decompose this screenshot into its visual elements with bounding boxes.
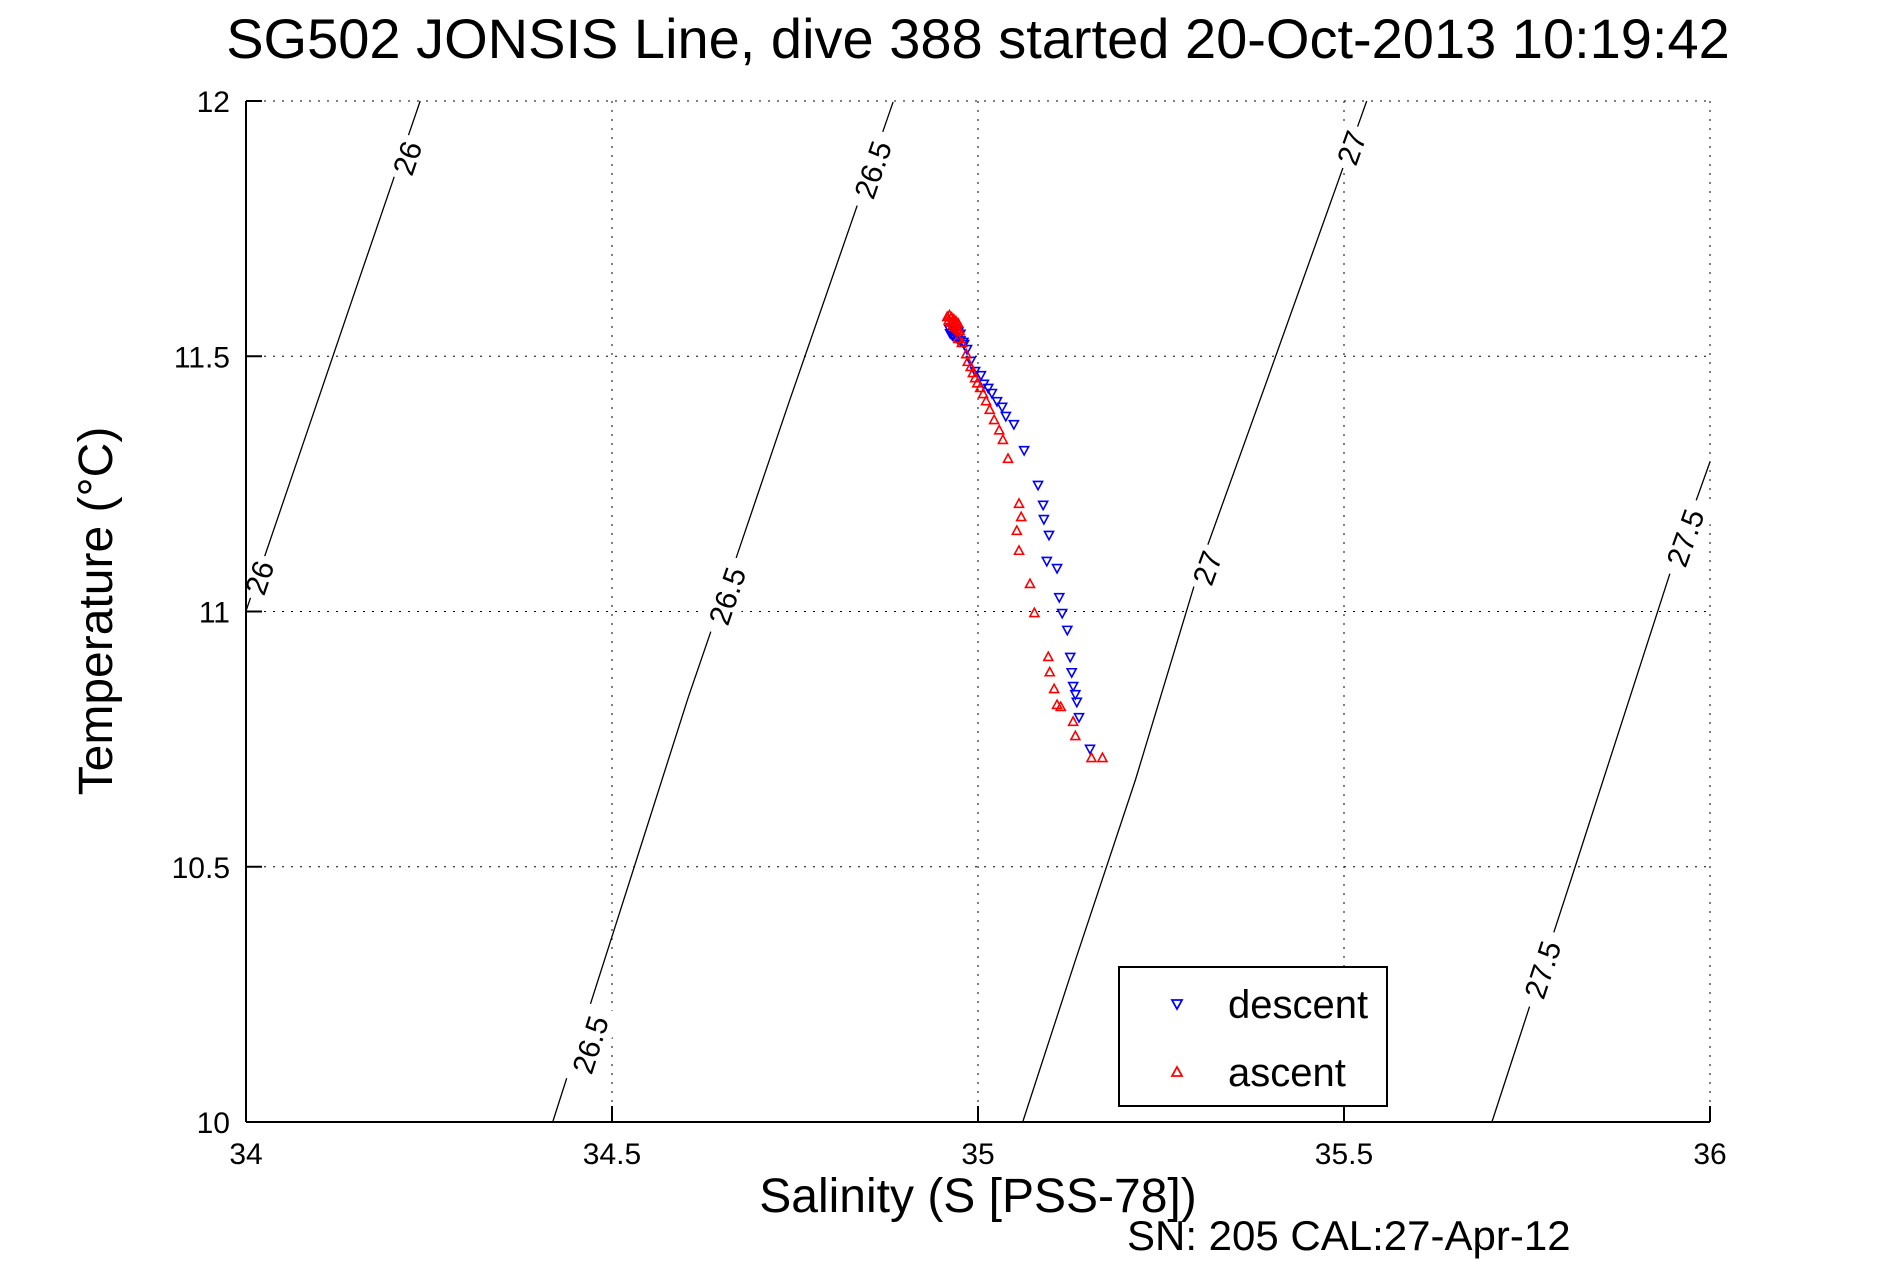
data-point-ascent xyxy=(993,423,1006,435)
data-point-ascent xyxy=(1085,751,1098,763)
y-tick-label: 11.5 xyxy=(174,341,230,374)
data-point-descent xyxy=(1065,667,1078,679)
data-point-ascent xyxy=(974,381,987,393)
data-point-descent xyxy=(1061,625,1074,637)
data-point-ascent xyxy=(1042,650,1055,662)
data-point-descent xyxy=(1008,419,1020,431)
data-point-descent xyxy=(982,383,995,395)
isopycnal-label-mask xyxy=(235,551,285,605)
tick-layer: 34 34.5 35 35.5 36 10 10.5 11 11.5 12 xyxy=(172,86,1727,1171)
data-point-ascent xyxy=(949,320,962,332)
data-point-ascent xyxy=(1054,700,1067,712)
x-tick-label: 34.5 xyxy=(583,1138,641,1171)
data-point-descent xyxy=(996,402,1008,414)
isopycnal-label-mask xyxy=(1655,495,1716,581)
chart-title: SG502 JONSIS Line, dive 388 started 20-O… xyxy=(226,7,1730,70)
data-point-descent xyxy=(1040,556,1053,568)
y-tick-label: 11 xyxy=(199,597,230,630)
data-point-ascent xyxy=(988,413,1000,425)
x-tick-label: 36 xyxy=(1693,1138,1726,1171)
data-point-descent xyxy=(1043,530,1055,542)
x-tick-label: 35.5 xyxy=(1315,1138,1373,1171)
data-point-ascent xyxy=(956,336,968,348)
data-point-ascent xyxy=(947,318,959,330)
data-point-ascent xyxy=(997,433,1009,445)
data-point-descent xyxy=(946,331,959,342)
data-point-descent xyxy=(1056,608,1069,620)
data-point-descent xyxy=(1069,689,1082,701)
sensor-cal-annotation: SN: 205 CAL:27-Apr-12 xyxy=(1127,1212,1571,1259)
data-point-descent xyxy=(991,396,1003,408)
y-axis-label: Temperature (°C) xyxy=(70,427,123,796)
legend-label-descent: descent xyxy=(1228,983,1368,1027)
isopycnal-label-mask xyxy=(1513,927,1573,1013)
legend-marker-ascent-icon xyxy=(1170,1065,1184,1077)
isopycnal-label-mask xyxy=(698,553,758,639)
y-tick-label: 10.5 xyxy=(172,852,230,885)
data-point-ascent xyxy=(1010,524,1023,536)
data-point-descent xyxy=(1073,712,1085,724)
data-point-descent xyxy=(1037,500,1049,512)
data-point-descent xyxy=(1070,697,1083,709)
isopycnal-label-mask xyxy=(1327,121,1377,175)
data-point-ascent xyxy=(1067,715,1080,727)
isopycnal-line-26 xyxy=(245,100,421,612)
data-point-ascent xyxy=(1013,497,1025,509)
grid-layer xyxy=(246,100,1711,1122)
data-point-ascent xyxy=(983,403,996,415)
data-point-ascent xyxy=(977,387,989,399)
data-point-descent xyxy=(961,344,973,356)
data-point-ascent xyxy=(1028,606,1041,618)
isopycnal-label-mask xyxy=(843,127,904,213)
y-tick-label: 10 xyxy=(197,1107,230,1140)
data-point-descent xyxy=(986,388,998,400)
data-point-ascent xyxy=(1069,729,1082,741)
data-point-ascent xyxy=(1002,452,1014,464)
data-point-ascent xyxy=(953,324,966,336)
x-axis-label: Salinity (S [PSS-78]) xyxy=(759,1170,1196,1223)
data-point-ascent xyxy=(1043,665,1056,677)
data-point-ascent xyxy=(1024,577,1036,589)
x-tick-label: 35 xyxy=(961,1138,994,1171)
data-point-ascent xyxy=(1015,510,1028,522)
data-point-descent xyxy=(958,339,970,351)
data-point-ascent xyxy=(980,394,992,406)
isopycnal-label-mask xyxy=(561,1002,620,1088)
data-point-descent xyxy=(1064,652,1077,664)
data-point-descent xyxy=(1053,592,1066,604)
legend-label-ascent: ascent xyxy=(1228,1051,1346,1095)
data-point-descent xyxy=(1084,744,1096,756)
data-point-descent xyxy=(1067,681,1080,693)
data-point-ascent xyxy=(961,355,974,367)
data-point-ascent xyxy=(960,347,973,359)
data-point-ascent xyxy=(971,376,984,388)
y-tick-label: 12 xyxy=(197,86,230,119)
data-point-ascent xyxy=(952,332,965,344)
isopycnal-label-mask xyxy=(383,131,432,185)
legend-marker-descent-icon xyxy=(1170,999,1184,1011)
data-point-ascent xyxy=(1048,682,1060,694)
data-point-ascent xyxy=(1013,544,1025,556)
data-point-descent xyxy=(999,411,1012,423)
data-point-ascent xyxy=(1096,751,1109,763)
data-point-ascent xyxy=(942,314,955,325)
data-point-descent xyxy=(1038,514,1050,526)
legend: descent ascent xyxy=(1118,966,1388,1107)
data-point-descent xyxy=(1051,563,1063,575)
legend-box xyxy=(1118,966,1388,1107)
data-point-descent xyxy=(1032,480,1044,492)
data-point-descent xyxy=(1018,445,1030,457)
isopycnal-label-mask xyxy=(1183,541,1233,595)
data-point-ascent xyxy=(951,322,964,334)
data-point-descent xyxy=(975,370,987,382)
data-point-ascent xyxy=(964,360,977,372)
data-point-layer xyxy=(941,308,1109,763)
x-tick-label: 34 xyxy=(229,1138,262,1171)
